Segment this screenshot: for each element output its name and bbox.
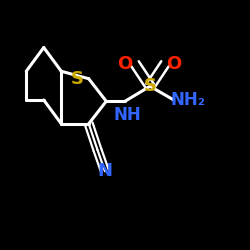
Text: S: S bbox=[144, 77, 156, 95]
Text: S: S bbox=[71, 70, 84, 88]
Text: O: O bbox=[166, 55, 182, 73]
Text: O: O bbox=[118, 55, 132, 73]
Text: NH₂: NH₂ bbox=[170, 91, 205, 109]
Text: N: N bbox=[98, 162, 112, 180]
Text: NH: NH bbox=[114, 106, 141, 124]
